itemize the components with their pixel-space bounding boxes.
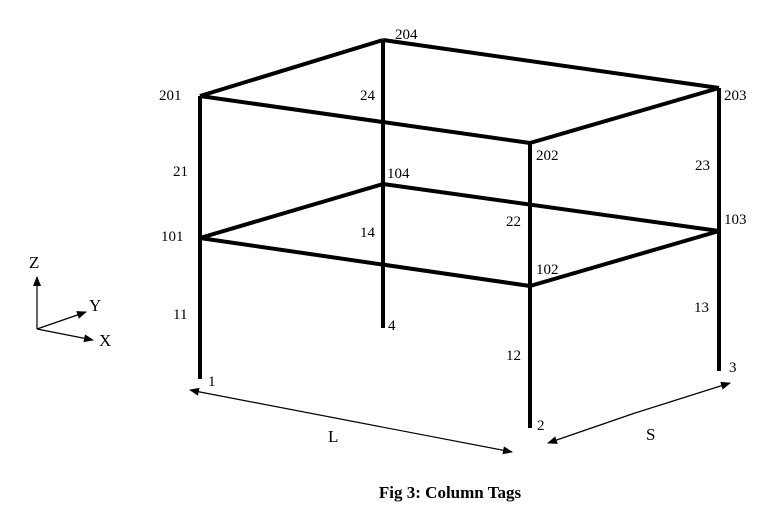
- node-label-104: 104: [387, 166, 410, 182]
- dimension-width: S: [547, 381, 731, 444]
- axes-indicator: Z Y X: [29, 253, 111, 350]
- column-label-21: 21: [173, 164, 188, 180]
- column-label-11: 11: [173, 307, 187, 323]
- figure-caption: Fig 3: Column Tags: [378, 483, 522, 502]
- y-axis-arrow: [36, 311, 87, 330]
- x-axis-arrow: [36, 328, 94, 343]
- column-label-22: 22: [506, 214, 521, 230]
- dimension-length: L: [189, 387, 513, 455]
- dimension-label-s: S: [646, 425, 655, 444]
- z-axis-label: Z: [29, 253, 39, 272]
- node-label-4: 4: [388, 318, 396, 334]
- node-label-103: 103: [724, 212, 747, 228]
- node-label-2: 2: [537, 418, 545, 434]
- node-label-102: 102: [536, 262, 559, 278]
- node-label-204: 204: [395, 27, 418, 43]
- floor-1-beams: [199, 182, 720, 288]
- column-label-23: 23: [695, 158, 710, 174]
- node-label-1: 1: [208, 374, 216, 390]
- node-label-203: 203: [724, 88, 747, 104]
- column-label-24: 24: [360, 88, 376, 104]
- node-label-202: 202: [536, 148, 559, 164]
- node-label-3: 3: [729, 360, 737, 376]
- x-axis-label: X: [99, 331, 111, 350]
- node-label-201: 201: [159, 88, 182, 104]
- dimension-label-l: L: [328, 427, 338, 446]
- column-label-14: 14: [360, 225, 376, 241]
- column-label-13: 13: [694, 300, 709, 316]
- roof-beams: [199, 38, 720, 145]
- column-label-12: 12: [506, 348, 521, 364]
- y-axis-label: Y: [89, 296, 101, 315]
- node-label-101: 101: [161, 229, 184, 245]
